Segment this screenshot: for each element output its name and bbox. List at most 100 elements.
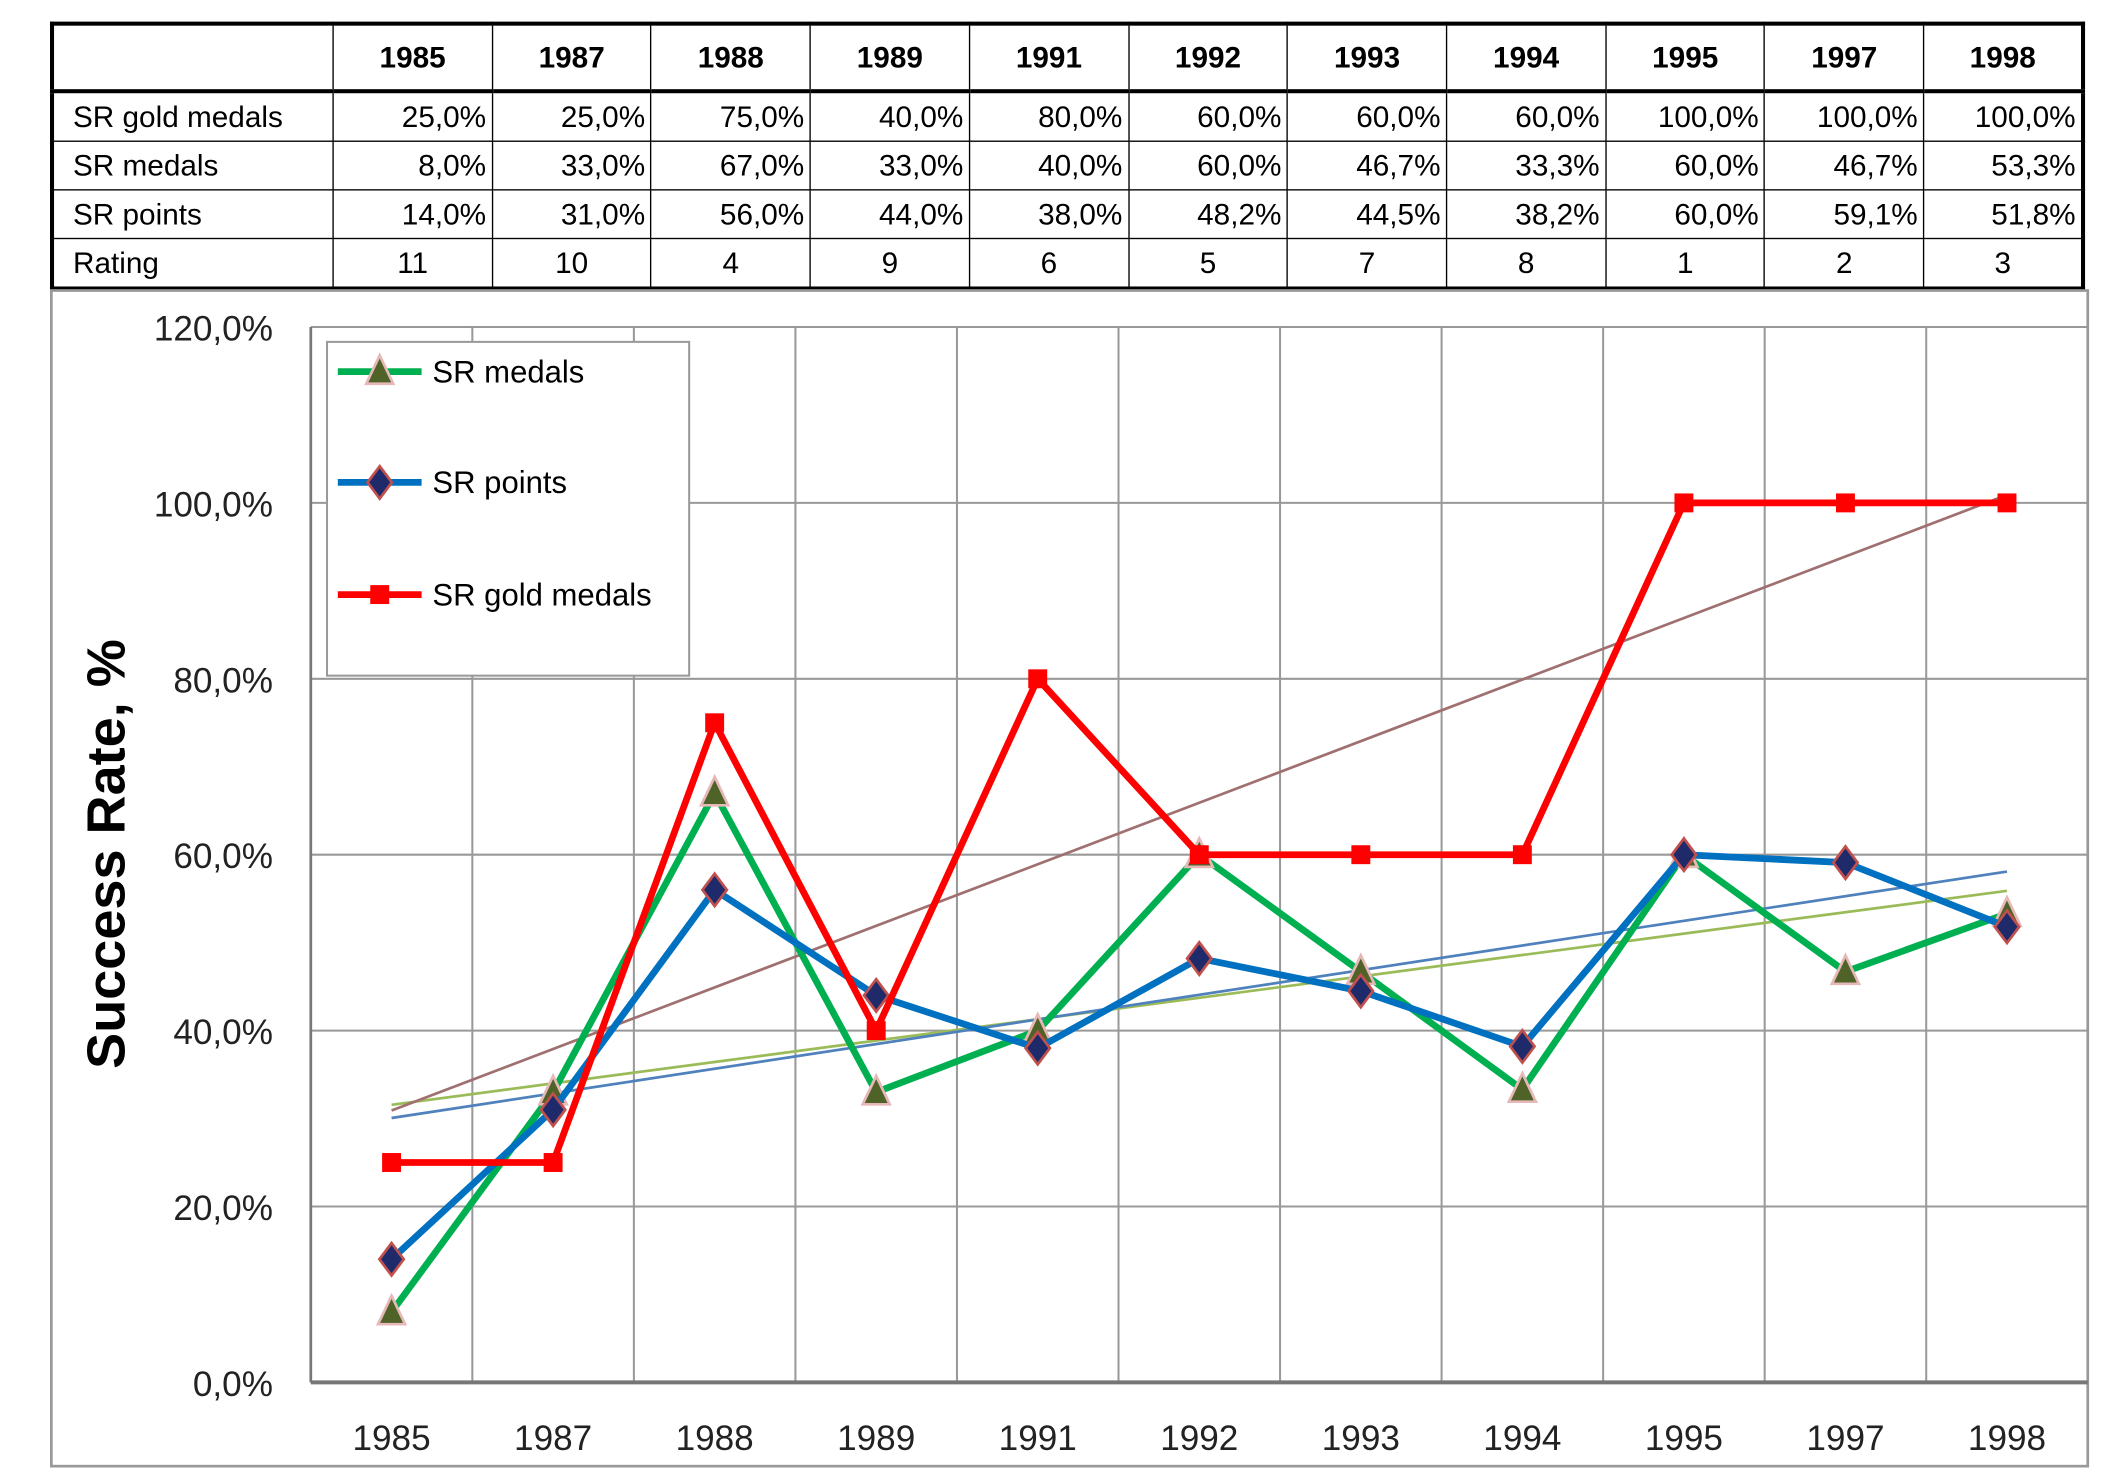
square-marker xyxy=(705,713,725,733)
legend-item-sr-points: SR points xyxy=(337,463,567,501)
y-axis-label: Success Rate, % xyxy=(76,639,136,1069)
table-cell: 67,0% xyxy=(650,140,811,191)
triangle-marker xyxy=(860,1072,892,1106)
triangle-marker xyxy=(375,1292,408,1326)
square-marker xyxy=(1351,845,1371,865)
x-tick-label: 1998 xyxy=(1968,1419,2046,1458)
x-tick-label: 1991 xyxy=(999,1419,1077,1458)
legend-label: SR gold medals xyxy=(432,577,651,612)
year-header: 1994 xyxy=(1445,22,1607,94)
table-cell: 51,8% xyxy=(1923,189,2084,240)
legend-box xyxy=(326,340,691,677)
table-cell: 38,0% xyxy=(968,189,1130,240)
square-marker xyxy=(1028,669,1048,689)
square-marker xyxy=(1674,493,1694,513)
trendline-sr-medals xyxy=(391,889,2008,1107)
table-cell: 33,3% xyxy=(1445,140,1607,191)
table-header-row: 1985 1987 1988 1989 1991 1992 1993 1994 1995 1997… xyxy=(51,22,2084,94)
x-tick-label: 1994 xyxy=(1483,1419,1561,1458)
diamond-marker xyxy=(1831,844,1860,882)
corner-cell xyxy=(51,22,334,94)
square-marker xyxy=(1189,845,1209,865)
diamond-marker xyxy=(539,1091,567,1129)
table-cell: 75,0% xyxy=(650,90,811,142)
trendline-sr-points xyxy=(391,870,2008,1120)
x-tick-label: 1988 xyxy=(676,1419,754,1458)
diamond-marker xyxy=(1023,1029,1052,1067)
table-cell: 46,7% xyxy=(1286,140,1448,191)
row-label: SR medals xyxy=(51,140,334,191)
year-header: 1997 xyxy=(1764,22,1925,94)
year-header: 1991 xyxy=(968,22,1130,94)
legend-item-sr-gold-medals: SR gold medals xyxy=(337,577,652,612)
table-cell: 44,0% xyxy=(809,189,971,240)
diamond-marker xyxy=(862,976,891,1014)
square-marker xyxy=(370,585,390,605)
table-cell: 60,0% xyxy=(1127,90,1289,142)
year-header: 1992 xyxy=(1127,22,1289,94)
square-marker xyxy=(543,1153,563,1172)
table-cell: 9 xyxy=(809,237,971,290)
year-header: 1985 xyxy=(332,22,493,94)
table-row: SR points 14,0% 31,0% 56,0% 44,0% 38,0% 48,2% 4… xyxy=(51,189,2084,240)
diamond-marker xyxy=(1185,940,1214,977)
year-header: 1989 xyxy=(809,22,971,94)
x-tick-label: 1987 xyxy=(514,1419,592,1458)
y-tick-label: 80,0% xyxy=(173,661,273,700)
diamond-marker xyxy=(377,1240,406,1278)
table-cell: 60,0% xyxy=(1127,140,1289,191)
data-table: 1985 1987 1988 1989 1991 1992 1993 1994 1995 1997… xyxy=(49,21,2086,291)
table-cell: 60,0% xyxy=(1605,189,1766,240)
table-cell: 60,0% xyxy=(1605,140,1766,191)
table-cell: 100,0% xyxy=(1764,90,1925,142)
legend: SR medals SR points SR gold medals xyxy=(326,340,691,677)
table-cell: 44,5% xyxy=(1286,189,1448,240)
table-cell: 8,0% xyxy=(332,140,493,191)
table-cell: 38,2% xyxy=(1445,189,1607,240)
row-label: SR gold medals xyxy=(51,90,334,142)
trendline-sr-gold-medals xyxy=(391,493,2008,1112)
table-row: SR medals 8,0% 33,0% 67,0% 33,0% 40,0% 60,0% 46… xyxy=(51,140,2084,191)
table-cell: 46,7% xyxy=(1764,140,1925,191)
table-cell: 4 xyxy=(650,237,811,290)
diamond-marker xyxy=(1670,836,1698,874)
table-cell: 25,0% xyxy=(332,90,493,142)
table-cell: 59,1% xyxy=(1764,189,1925,240)
square-marker xyxy=(1512,845,1532,865)
table-cell: 11 xyxy=(332,237,493,290)
legend-label: SR medals xyxy=(432,354,584,389)
table-row: Rating 11 10 4 9 6 5 7 8 1 2 3 xyxy=(51,237,2084,290)
year-header: 1988 xyxy=(650,22,811,94)
table-cell: 31,0% xyxy=(491,189,652,240)
table-cell: 40,0% xyxy=(809,90,971,142)
triangle-marker xyxy=(1829,952,1862,986)
y-tick-label: 100,0% xyxy=(154,485,273,524)
x-tick-label: 1989 xyxy=(837,1419,915,1458)
table-cell: 2 xyxy=(1764,237,1925,290)
table-cell: 3 xyxy=(1923,237,2084,290)
table-cell: 100,0% xyxy=(1923,90,2084,142)
y-tick-label: 20,0% xyxy=(173,1189,273,1228)
table-cell: 7 xyxy=(1286,237,1448,290)
table-cell: 25,0% xyxy=(491,90,652,142)
year-header: 1998 xyxy=(1923,22,2084,94)
table-cell: 40,0% xyxy=(968,140,1130,191)
y-tick-label: 120,0% xyxy=(154,310,273,349)
triangle-marker xyxy=(1506,1070,1539,1104)
series-sr-gold-medals xyxy=(382,493,2017,1172)
triangle-marker xyxy=(699,773,731,807)
y-tick-label: 0,0% xyxy=(193,1365,273,1404)
table-cell: 6 xyxy=(968,237,1130,290)
table-cell: 14,0% xyxy=(332,189,493,240)
legend-label: SR points xyxy=(432,465,567,500)
row-label: SR points xyxy=(51,189,334,240)
square-marker xyxy=(1997,493,2017,513)
x-tick-label: 1995 xyxy=(1645,1419,1723,1458)
x-tick-label: 1993 xyxy=(1322,1419,1400,1458)
table-row: SR gold medals 25,0% 25,0% 75,0% 40,0% 80,0% 6… xyxy=(51,90,2084,142)
diamond-marker xyxy=(700,871,729,909)
diamond-marker xyxy=(1346,972,1375,1010)
diamond-marker xyxy=(1993,908,2021,946)
diamond-marker xyxy=(1508,1027,1537,1065)
year-header: 1993 xyxy=(1286,22,1448,94)
